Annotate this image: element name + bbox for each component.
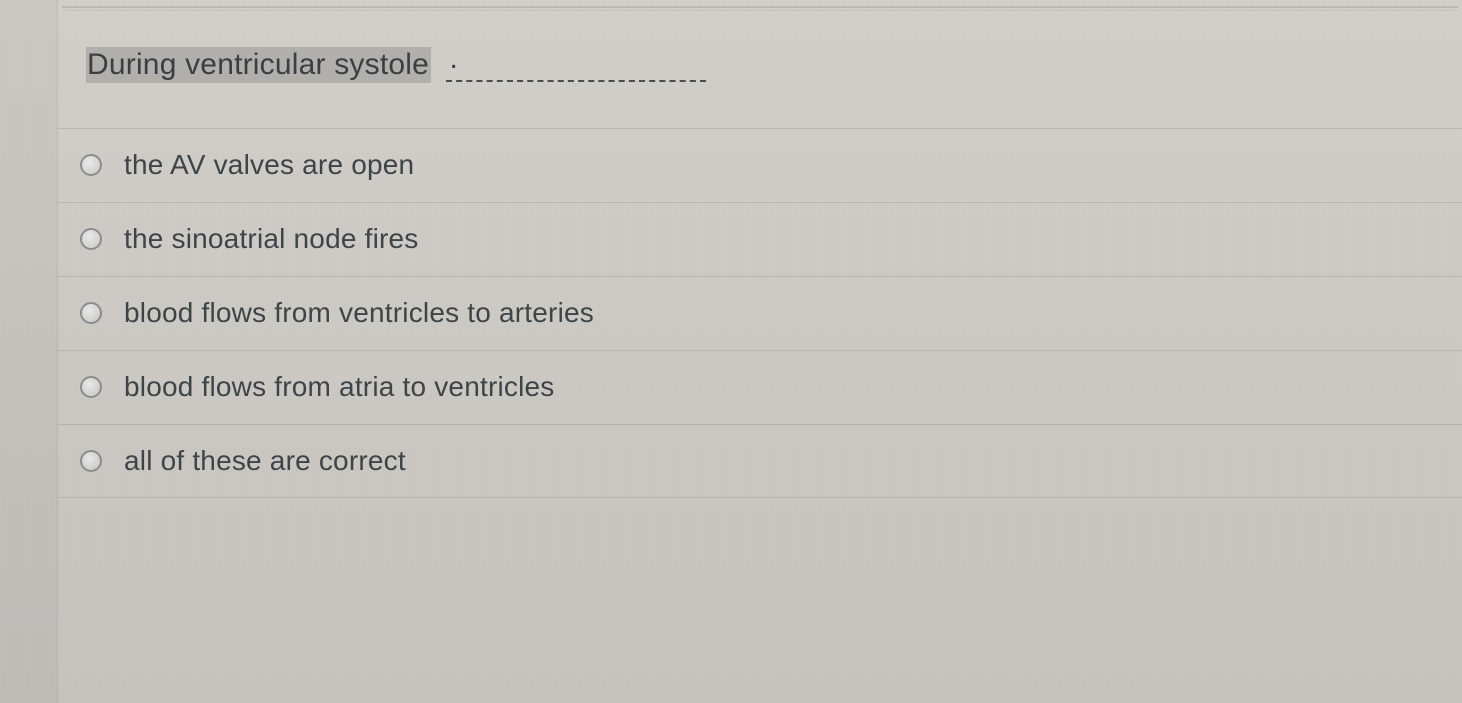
option-row[interactable]: the sinoatrial node fires [58, 202, 1462, 276]
option-row[interactable]: all of these are correct [58, 424, 1462, 498]
fill-blank [446, 39, 706, 82]
question-block: During ventricular systole [58, 11, 1462, 98]
option-label: blood flows from atria to ventricles [124, 369, 554, 405]
radio-icon[interactable] [80, 154, 102, 176]
option-label: blood flows from ventricles to arteries [124, 295, 594, 331]
radio-icon[interactable] [80, 228, 102, 250]
quiz-page: During ventricular systole the AV valves… [0, 0, 1462, 703]
option-row[interactable]: the AV valves are open [58, 128, 1462, 202]
option-label: the AV valves are open [124, 147, 414, 183]
radio-icon[interactable] [80, 450, 102, 472]
radio-icon[interactable] [80, 376, 102, 398]
top-rule [62, 6, 1458, 8]
radio-icon[interactable] [80, 302, 102, 324]
option-row[interactable]: blood flows from ventricles to arteries [58, 276, 1462, 350]
option-row[interactable]: blood flows from atria to ventricles [58, 350, 1462, 424]
left-margin-band [0, 0, 58, 703]
options-list: the AV valves are open the sinoatrial no… [58, 128, 1462, 498]
question-text: During ventricular systole [86, 45, 1434, 88]
question-highlight: During ventricular systole [86, 47, 431, 83]
option-label: the sinoatrial node fires [124, 221, 419, 257]
option-label: all of these are correct [124, 443, 406, 479]
content-area: During ventricular systole the AV valves… [58, 0, 1462, 703]
